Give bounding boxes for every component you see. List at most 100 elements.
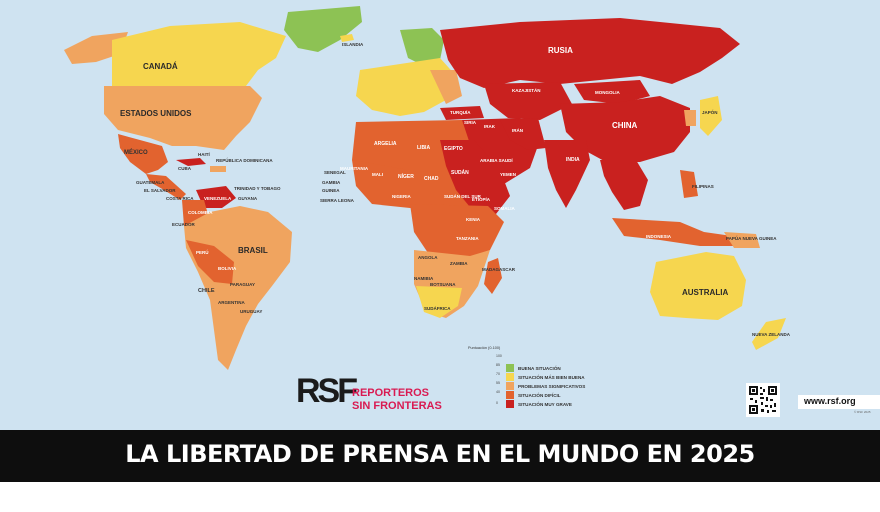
label-haiti: HAITÍ — [198, 152, 210, 157]
legend-tick-70: 70 — [496, 372, 500, 376]
label-kazakhstan: KAZAJISTÁN — [512, 88, 541, 93]
label-mexico: MÉXICO — [124, 150, 148, 156]
venezuela-shape — [196, 186, 236, 208]
legend-tick-100: 100 — [496, 354, 502, 358]
label-india: INDIA — [566, 157, 580, 163]
label-chile: CHILE — [198, 288, 215, 294]
legend-tick-0: 0 — [496, 401, 498, 405]
label-libya: LIBIA — [417, 145, 431, 151]
website-label-box[interactable]: www.rsf.org © RSF 2025 — [798, 395, 880, 414]
legend-tick-40: 40 — [496, 390, 500, 394]
label-china: CHINA — [612, 121, 638, 130]
legend-swatch-difficult — [506, 391, 514, 399]
usa-shape — [104, 86, 262, 150]
label-gambia: GAMBIA — [322, 180, 341, 185]
label-venezuela: VENEZUELA — [204, 196, 232, 201]
label-argentina: ARGENTINA — [218, 300, 245, 305]
india-shape — [544, 140, 590, 208]
philippines-shape — [680, 170, 698, 198]
label-new-zealand: NUEVA ZELANDA — [752, 332, 790, 337]
iran-shape — [500, 118, 546, 150]
rsf-logo-mark: RSF — [296, 372, 358, 410]
label-zambia: ZAMBIA — [450, 261, 468, 266]
legend-swatch-satisfactory — [506, 373, 514, 381]
label-png: PAPÚA NUEVA GUINEA — [726, 236, 777, 241]
label-namibia: NAMIBIA — [414, 276, 434, 281]
world-map: CANADÁ ESTADOS UNIDOS MÉXICO BRASIL RUSI… — [0, 0, 880, 430]
new-zealand-shape — [752, 318, 786, 350]
label-turkey: TURQUÍA — [450, 110, 471, 115]
label-south-sudan: SUDÁN DEL SUR — [444, 194, 481, 199]
label-uruguay: URUGUAY — [240, 309, 263, 314]
qr-code-icon[interactable] — [746, 383, 780, 417]
label-sudan: SUDÁN — [451, 170, 469, 176]
cuba-shape — [176, 158, 206, 166]
madagascar-shape — [484, 258, 502, 294]
label-nigeria: NIGERIA — [392, 194, 411, 199]
label-saudi: ARABIA SAUDÍ — [480, 158, 513, 163]
label-ethiopia: ETIOPÍA — [472, 197, 491, 202]
legend-score-label: Puntuación (0-100) — [468, 346, 501, 350]
canada-shape — [112, 22, 286, 88]
label-egypt: EGIPTO — [444, 146, 463, 152]
legend-label-very-serious: SITUACIÓN MUY GRAVE — [518, 402, 572, 407]
label-niger: NÍGER — [398, 174, 414, 180]
rsf-logo-name-line2: SIN FRONTERAS — [352, 400, 442, 412]
label-syria: SIRIA — [464, 120, 477, 125]
world-map-shapes — [64, 6, 786, 370]
label-brazil: BRASIL — [238, 246, 268, 255]
iceland-shape — [340, 34, 354, 42]
scandinavia-shape — [400, 28, 444, 66]
legend-swatch-problematic — [506, 382, 514, 390]
label-colombia: COLOMBIA — [188, 210, 213, 215]
east-europe-shape — [430, 70, 462, 104]
website-url[interactable]: www.rsf.org — [804, 396, 856, 406]
label-canada: CANADÁ — [143, 62, 178, 71]
label-australia: AUSTRALIA — [682, 288, 729, 297]
label-guinea: GUINEA — [322, 188, 340, 193]
label-mali: MALI — [372, 172, 383, 177]
label-chad: CHAD — [424, 176, 439, 182]
label-mauritania: MAURITANIA — [340, 166, 369, 171]
label-paraguay: PARAGUAY — [230, 282, 256, 287]
label-costa-rica: COSTA RICA — [166, 196, 194, 201]
korea-shape — [684, 110, 696, 126]
africa-north-shape — [352, 120, 472, 178]
label-philippines: FILIPINAS — [692, 184, 714, 189]
peru-bolivia-shape — [186, 240, 234, 284]
china-shape — [560, 96, 690, 162]
label-usa: ESTADOS UNIDOS — [120, 109, 192, 118]
small-credit: © RSF 2025 — [854, 410, 871, 414]
png-shape — [724, 232, 760, 248]
central-asia-shape — [484, 82, 572, 120]
mexico-shape — [118, 134, 168, 174]
label-dominican: REPÚBLICA DOMINICANA — [216, 158, 273, 163]
label-somalia: SOMALIA — [494, 206, 515, 211]
label-yemen: YEMEN — [500, 172, 517, 177]
label-kenya: KENIA — [466, 217, 481, 222]
hispaniola-shape — [210, 166, 226, 172]
label-el-salvador: EL SALVADOR — [144, 188, 176, 193]
label-trinidad: TRINIDAD Y TOBAGO — [234, 186, 281, 191]
legend-label-difficult: SITUACIÓN DIFÍCIL — [518, 393, 561, 398]
page-title: LA LIBERTAD DE PRENSA EN EL MUNDO EN 202… — [125, 440, 755, 468]
label-bolivia: BOLIVIA — [218, 266, 237, 271]
label-ecuador: ECUADOR — [172, 222, 195, 227]
label-guyana: GUYANA — [238, 196, 258, 201]
label-madagascar: MADAGASCAR — [482, 267, 515, 272]
legend-tick-85: 85 — [496, 363, 500, 367]
se-asia-shape — [600, 160, 648, 210]
label-angola: ANGOLA — [418, 255, 438, 260]
legend-label-satisfactory: SITUACIÓN MÁS BIEN BUENA — [518, 375, 585, 380]
russia-shape — [440, 18, 740, 88]
legend-label-problematic: PROBLEMAS SIGNIFICATIVOS — [518, 384, 586, 389]
label-iran: IRÁN — [512, 128, 523, 133]
japan-shape — [700, 96, 722, 136]
legend-swatch-good — [506, 364, 514, 372]
label-iraq: IRAK — [484, 124, 495, 129]
label-iceland: ISLANDIA — [342, 42, 364, 47]
title-banner: LA LIBERTAD DE PRENSA EN EL MUNDO EN 202… — [0, 430, 880, 482]
africa-central-shape — [410, 204, 504, 262]
label-cuba: CUBA — [178, 166, 191, 171]
